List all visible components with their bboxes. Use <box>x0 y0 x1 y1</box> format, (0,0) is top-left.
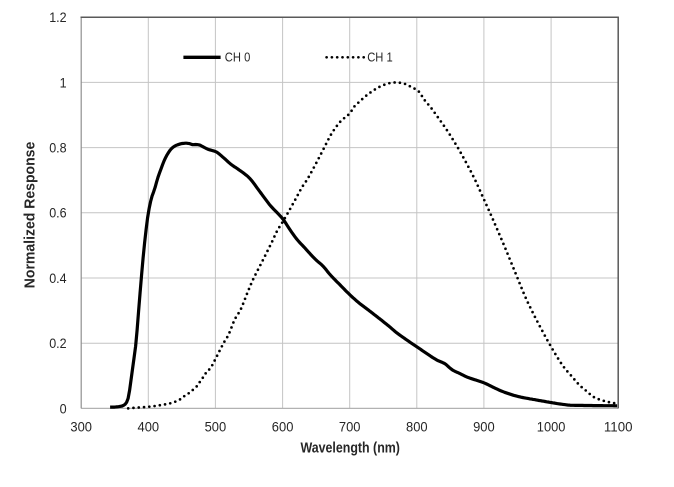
svg-text:1000: 1000 <box>537 420 566 435</box>
svg-text:CH 1: CH 1 <box>367 51 393 65</box>
svg-text:Normalized Response: Normalized Response <box>22 142 39 289</box>
svg-text:1100: 1100 <box>604 420 633 435</box>
svg-text:900: 900 <box>473 420 495 435</box>
svg-text:CH 0: CH 0 <box>225 51 251 65</box>
svg-text:700: 700 <box>339 420 361 435</box>
svg-text:400: 400 <box>138 420 160 435</box>
svg-text:800: 800 <box>406 420 428 435</box>
svg-text:0.2: 0.2 <box>49 336 66 351</box>
svg-text:1.2: 1.2 <box>49 10 66 25</box>
svg-text:1: 1 <box>60 75 67 90</box>
svg-text:Wavelength (nm): Wavelength (nm) <box>300 440 400 457</box>
svg-text:0.4: 0.4 <box>49 271 67 286</box>
svg-text:600: 600 <box>272 420 294 435</box>
svg-text:0.6: 0.6 <box>49 206 66 221</box>
svg-text:0.8: 0.8 <box>49 141 66 156</box>
svg-text:500: 500 <box>205 420 227 435</box>
svg-text:300: 300 <box>70 420 92 435</box>
svg-text:0: 0 <box>60 401 67 416</box>
